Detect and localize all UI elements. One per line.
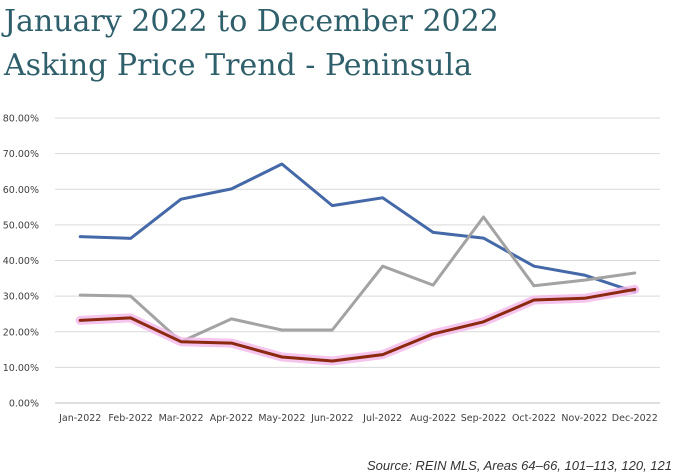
y-tick-label: 40.00% — [3, 256, 39, 267]
y-tick-label: 50.00% — [3, 220, 39, 231]
x-tick-label: Jul-2022 — [362, 413, 402, 424]
y-tick-label: 80.00% — [3, 114, 39, 125]
y-tick-label: 10.00% — [3, 363, 39, 374]
x-tick-label: May-2022 — [258, 413, 305, 424]
y-tick-label: 30.00% — [3, 292, 39, 303]
series-1-line — [78, 162, 637, 294]
x-tick-label: Apr-2022 — [210, 413, 253, 424]
title-line-2: Asking Price Trend - Peninsula — [4, 48, 472, 83]
x-tick-label: Jun-2022 — [310, 413, 353, 424]
x-tick-label: Dec-2022 — [612, 413, 658, 424]
title-line-1: January 2022 to December 2022 — [4, 4, 499, 39]
y-tick-label: 20.00% — [3, 327, 39, 338]
x-tick-label: Sep-2022 — [461, 413, 507, 424]
chart-title: January 2022 to December 2022 Asking Pri… — [4, 0, 499, 88]
x-tick-label: Jan-2022 — [58, 413, 101, 424]
x-tick-label: Oct-2022 — [512, 413, 556, 424]
y-tick-label: 60.00% — [3, 185, 39, 196]
series-2-line — [78, 215, 637, 344]
source-note: Source: REIN MLS, Areas 64–66, 101–113, … — [367, 458, 672, 473]
y-tick-label: 70.00% — [3, 149, 39, 160]
series-3-line — [78, 287, 637, 363]
x-tick-label: Nov-2022 — [561, 413, 607, 424]
x-tick-label: Aug-2022 — [410, 413, 456, 424]
y-tick-label: 0.00% — [9, 399, 39, 410]
x-tick-label: Mar-2022 — [159, 413, 204, 424]
x-tick-label: Feb-2022 — [108, 413, 152, 424]
